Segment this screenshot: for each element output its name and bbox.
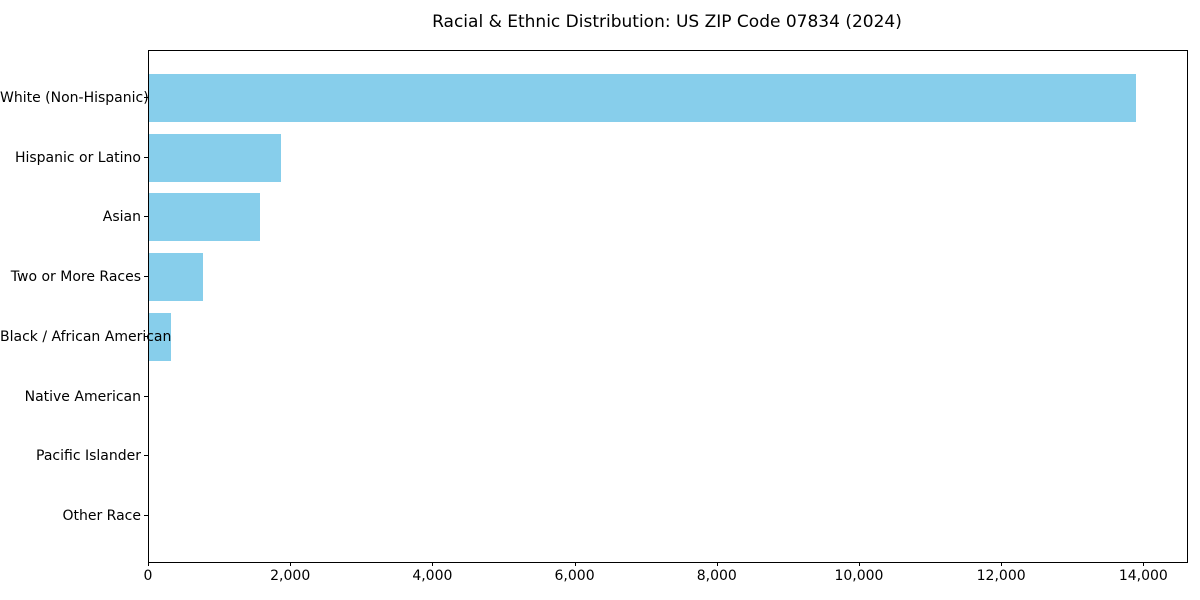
y-tick-label: Pacific Islander	[36, 448, 141, 465]
y-tick-label: White (Non-Hispanic)	[0, 90, 149, 106]
x-tick-label: 8,000	[696, 568, 737, 584]
x-tick-mark	[148, 562, 149, 566]
y-tick-mark	[144, 395, 148, 397]
y-tick-label: Asian	[102, 209, 141, 226]
bar	[149, 312, 172, 361]
y-tick-mark	[144, 335, 148, 337]
y-tick-mark	[144, 156, 148, 158]
y-tick-mark	[144, 216, 148, 218]
x-tick-mark	[290, 562, 292, 566]
chart-title: Racial & Ethnic Distribution: US ZIP Cod…	[432, 12, 902, 32]
x-tick-mark	[716, 562, 718, 566]
y-tick-mark	[144, 514, 148, 516]
y-tick-mark	[144, 455, 148, 457]
x-tick-label: 0	[143, 568, 153, 584]
y-tick-mark	[144, 276, 148, 278]
y-tick-label: Other Race	[62, 507, 141, 524]
x-tick-mark	[858, 562, 860, 566]
bar	[149, 74, 1136, 122]
x-tick-mark	[432, 562, 434, 566]
y-tick-label: Black / African American	[0, 328, 172, 345]
x-tick-mark	[1143, 562, 1145, 566]
x-tick-label: 12,000	[976, 568, 1026, 584]
x-tick-mark	[574, 562, 576, 566]
x-tick-label: 14,000	[1118, 568, 1168, 584]
x-tick-label: 2,000	[270, 568, 311, 584]
x-tick-label: 6,000	[554, 568, 595, 584]
bar	[149, 253, 204, 302]
y-tick-label: Hispanic or Latino	[14, 149, 141, 166]
y-tick-mark	[144, 97, 148, 98]
x-tick-label: 10,000	[834, 568, 884, 584]
x-tick-label: 4,000	[412, 568, 453, 584]
y-tick-label: Two or More Races	[10, 269, 141, 286]
bar	[149, 133, 282, 182]
x-tick-mark	[1001, 562, 1003, 566]
bar	[149, 193, 260, 242]
plot-area	[148, 50, 1188, 563]
y-tick-label: Native American	[24, 388, 141, 405]
